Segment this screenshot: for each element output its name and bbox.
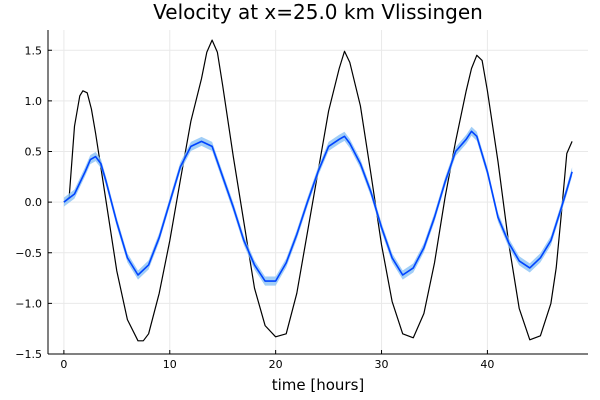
tick-labels: 0 10 20 30 40 −1.5 −1.0 −0.5 0.0 0.5 1.0 1.5 xyxy=(15,44,494,371)
x-tick-label: 10 xyxy=(163,358,177,371)
x-tick-label: 20 xyxy=(269,358,283,371)
chart-title: Velocity at x=25.0 km Vlissingen xyxy=(153,0,483,24)
x-tick-label: 40 xyxy=(480,358,494,371)
grid-layer xyxy=(48,30,588,355)
y-tick-label: −1.0 xyxy=(15,297,42,310)
x-tick-label: 0 xyxy=(60,358,67,371)
x-axis-label: time [hours] xyxy=(272,376,365,394)
y-tick-label: −0.5 xyxy=(15,247,42,260)
y-tick-label: 0.0 xyxy=(25,196,43,209)
y-tick-label: 1.0 xyxy=(25,95,43,108)
y-tick-label: 1.5 xyxy=(25,44,43,57)
x-tick-label: 30 xyxy=(375,358,389,371)
plot-area xyxy=(63,39,573,342)
series-line-black xyxy=(63,39,573,342)
series-line-blue xyxy=(63,130,573,282)
y-tick-label: 0.5 xyxy=(25,146,43,159)
y-tick-label: −1.5 xyxy=(15,348,42,361)
